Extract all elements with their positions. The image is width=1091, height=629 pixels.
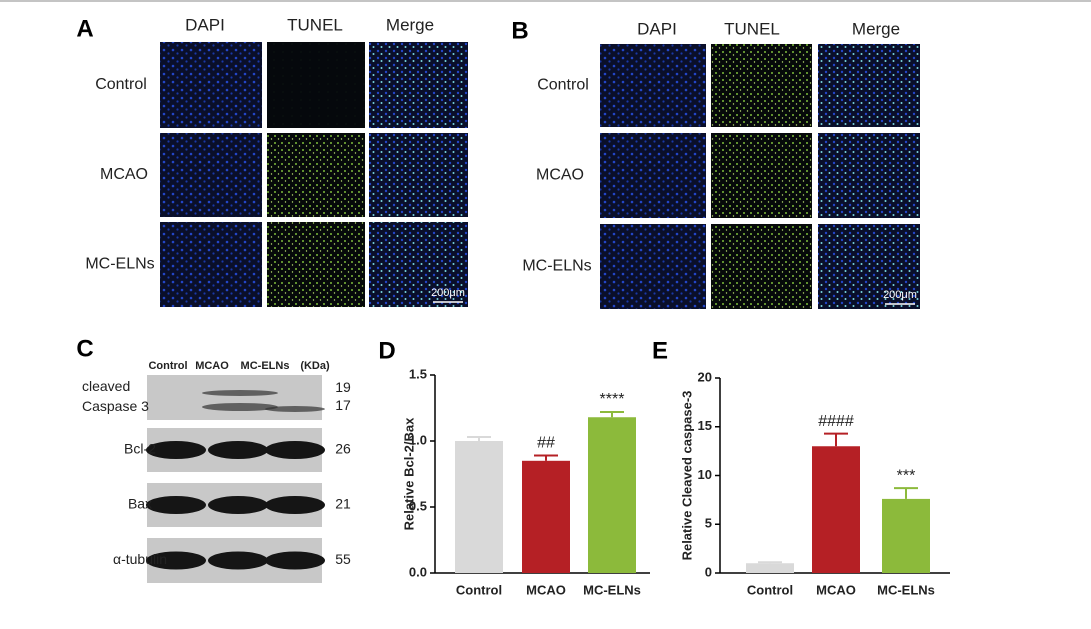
x-tick-label: Control (747, 582, 793, 597)
column-header: TUNEL (287, 15, 343, 34)
micrograph (818, 224, 920, 309)
micrograph (369, 222, 468, 307)
y-tick-label: 0 (705, 564, 712, 579)
micrograph (600, 133, 706, 218)
band (208, 551, 268, 570)
micrograph (600, 224, 706, 309)
x-tick-label: Control (456, 582, 502, 597)
band (146, 551, 206, 570)
band (265, 496, 325, 514)
y-tick-label: 1.5 (409, 366, 427, 381)
blot-label: α-tubulin (113, 551, 167, 567)
significance-label: **** (600, 391, 625, 408)
x-tick-label: MC-ELNs (583, 582, 641, 597)
blot (147, 375, 322, 420)
lane-label: MC-ELNs (241, 360, 290, 372)
band (265, 551, 325, 570)
row-label: MCAO (100, 166, 148, 183)
bar (588, 417, 636, 573)
kda-label: 19 (335, 379, 351, 395)
micrograph (160, 42, 262, 128)
y-axis-label: Relative Cleaved caspase-3 (679, 391, 694, 561)
y-tick-label: 5 (705, 516, 712, 531)
blot-label: Bcl-2 (124, 441, 156, 457)
bar (455, 441, 503, 573)
micrograph (711, 224, 812, 309)
panel-label: E (652, 337, 668, 364)
y-axis-label: Relative Bcl-2/Bax (401, 417, 416, 530)
micrograph (267, 133, 365, 217)
micrograph (369, 133, 468, 217)
micrograph (267, 222, 365, 307)
micrograph (711, 133, 812, 218)
micrograph (160, 222, 262, 307)
band (202, 403, 278, 411)
scale-bar-label: 200μm (883, 289, 917, 301)
micrograph (818, 44, 920, 127)
column-header: Merge (852, 19, 900, 38)
y-tick-label: 20 (698, 369, 712, 384)
panel-label: A (76, 15, 93, 42)
x-tick-label: MCAO (816, 582, 856, 597)
band (265, 406, 325, 412)
band (265, 441, 325, 459)
kda-label: 17 (335, 397, 351, 413)
lane-label: Control (148, 360, 187, 372)
western-blots: C Control MCAO MC-ELNs (KDa) cleaved Caspase 3… (76, 335, 351, 583)
band (208, 496, 268, 514)
y-tick-label: 1.0 (409, 432, 427, 447)
panel-label: C (76, 335, 93, 362)
column-header: TUNEL (724, 19, 780, 38)
micrograph (267, 42, 365, 128)
row-label: MCAO (536, 167, 584, 184)
lane-label: MCAO (195, 360, 229, 372)
x-tick-label: MCAO (526, 582, 566, 597)
bar (522, 460, 570, 573)
bar (746, 563, 794, 573)
kda-label: 21 (335, 496, 351, 512)
y-tick-label: 15 (698, 418, 712, 433)
significance-label: #### (818, 413, 854, 430)
bar (812, 446, 860, 573)
column-header: DAPI (637, 19, 677, 38)
panel-label: D (378, 337, 395, 364)
kda-label: 55 (335, 551, 351, 567)
micrograph (818, 133, 920, 218)
column-header: Merge (386, 15, 434, 34)
kda-label: 26 (335, 441, 351, 457)
micrograph (711, 44, 812, 127)
row-label: MC-ELNs (522, 258, 591, 275)
band (146, 496, 206, 514)
band (146, 441, 206, 459)
blot-label: cleaved (82, 378, 130, 394)
micrograph (600, 44, 706, 127)
row-label: MC-ELNs (85, 256, 154, 273)
significance-label: *** (897, 467, 916, 484)
row-label: Control (537, 77, 589, 94)
blot-label: Caspase 3 (82, 398, 149, 414)
micrograph (160, 133, 262, 217)
micrograph (369, 42, 468, 128)
significance-label: ## (537, 435, 555, 452)
panel-label: B (511, 17, 528, 44)
scale-bar-label: 200μm (431, 287, 465, 299)
x-tick-label: MC-ELNs (877, 582, 935, 597)
bar (882, 498, 930, 573)
y-tick-label: 0.5 (409, 498, 427, 513)
y-tick-label: 10 (698, 467, 712, 482)
column-header: DAPI (185, 15, 225, 34)
blot-label: Bax (128, 496, 152, 512)
unit-label: (KDa) (300, 360, 330, 372)
band (202, 390, 278, 396)
row-label: Control (95, 76, 147, 93)
band (208, 441, 268, 459)
y-tick-label: 0.0 (409, 564, 427, 579)
